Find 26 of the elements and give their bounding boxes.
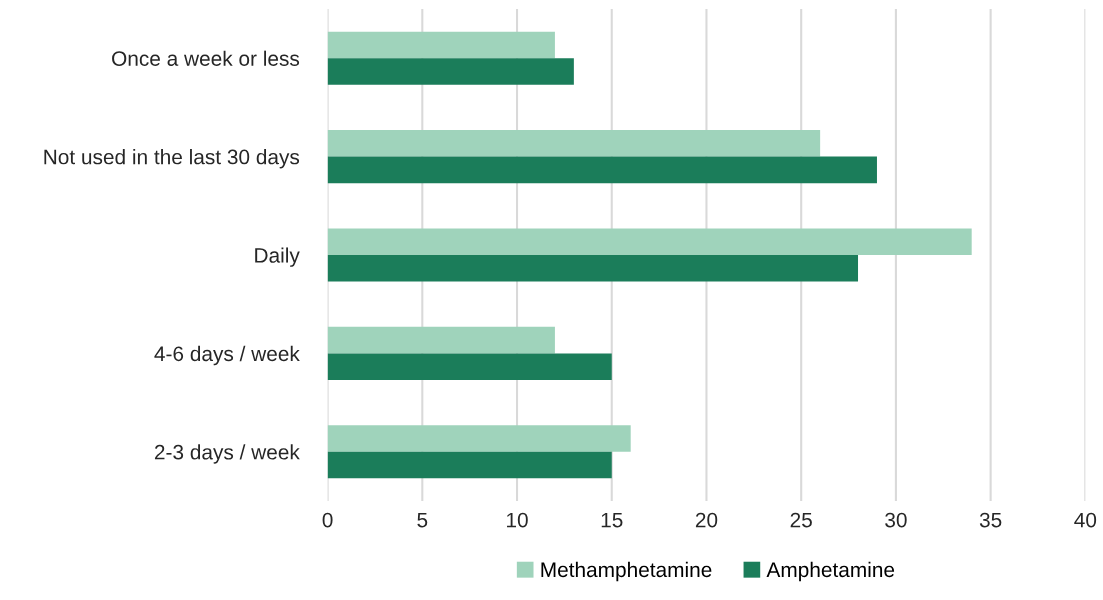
bar <box>327 425 631 452</box>
bar <box>327 130 821 157</box>
bar <box>327 31 555 59</box>
y-tick-label: Daily <box>255 247 300 267</box>
y-tick-label: Once a week or less <box>112 50 300 66</box>
legend-label: Methamphetamine <box>541 561 712 582</box>
x-tick-label: 15 <box>601 512 623 528</box>
bar <box>327 326 555 354</box>
bar <box>327 228 972 255</box>
y-tick-label: Not used in the last 30 days <box>44 149 300 169</box>
y-tick-label: 4-6 days / week <box>154 345 300 366</box>
x-tick-label: 35 <box>979 512 1002 528</box>
x-tick-label: 5 <box>417 512 428 528</box>
y-tick-label: 2-3 days / week <box>154 444 300 464</box>
x-tick-label: 40 <box>1074 512 1097 528</box>
bar <box>327 156 877 184</box>
x-tick-label: 10 <box>507 512 528 528</box>
legend-label: Amphetamine <box>766 561 895 582</box>
x-tick-label: 30 <box>885 512 907 528</box>
bar <box>327 255 859 282</box>
bar <box>327 451 612 479</box>
bar <box>327 58 574 85</box>
x-tick-label: 0 <box>322 512 333 528</box>
x-tick-label: 25 <box>790 512 812 528</box>
bar <box>327 353 612 380</box>
x-tick-label: 20 <box>695 512 718 528</box>
